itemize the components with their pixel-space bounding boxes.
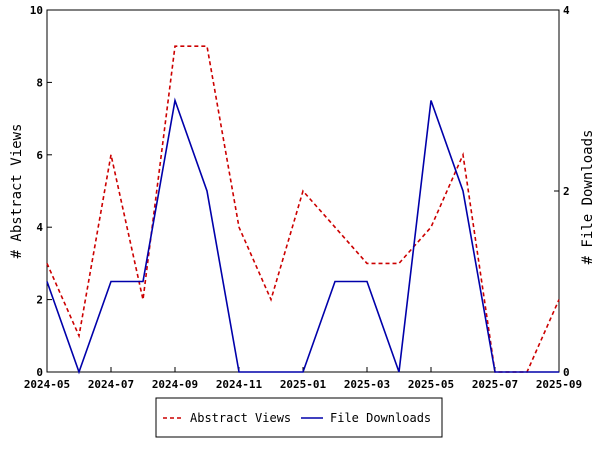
ticks-layer: 2024-05 2024-07 2024-09 2024-11 2025-01 2025-… <box>24 4 582 391</box>
x-tick-label: 2024-05 <box>24 378 70 391</box>
y2-tick-label: 0 <box>563 366 570 379</box>
x-tick-label: 2025-01 <box>280 378 327 391</box>
y-axis-title: # Abstract Views <box>9 124 25 259</box>
legend-label-abstract-views: Abstract Views <box>190 411 291 425</box>
legend-box <box>155 397 443 438</box>
x-tick-label: 2025-07 <box>472 378 518 391</box>
y-tick-label: 0 <box>36 366 43 379</box>
y-tick-label: 8 <box>36 76 43 89</box>
series-line-abstract-views <box>46 45 560 373</box>
y-tick-label: 4 <box>36 221 43 234</box>
x-tick-label: 2025-03 <box>344 378 390 391</box>
x-tick-label: 2024-11 <box>216 378 263 391</box>
series-layer <box>46 45 560 375</box>
x-tick-label: 2025-05 <box>408 378 454 391</box>
y2-axis-title: # File Downloads <box>580 130 596 265</box>
x-tick-label: 2024-09 <box>152 378 198 391</box>
legend-label-file-downloads: File Downloads <box>330 411 431 425</box>
y-tick-label: 6 <box>36 149 43 162</box>
y-tick-label: 10 <box>30 4 43 17</box>
x-tick-label: 2024-07 <box>88 378 134 391</box>
x-tick-label: 2025-09 <box>536 378 582 391</box>
legend: Abstract Views File Downloads <box>155 397 443 438</box>
y-tick-label: 2 <box>36 294 43 307</box>
y2-tick-label: 4 <box>563 4 570 17</box>
y2-tick-label: 2 <box>563 185 570 198</box>
series-line-file-downloads <box>46 97 559 375</box>
